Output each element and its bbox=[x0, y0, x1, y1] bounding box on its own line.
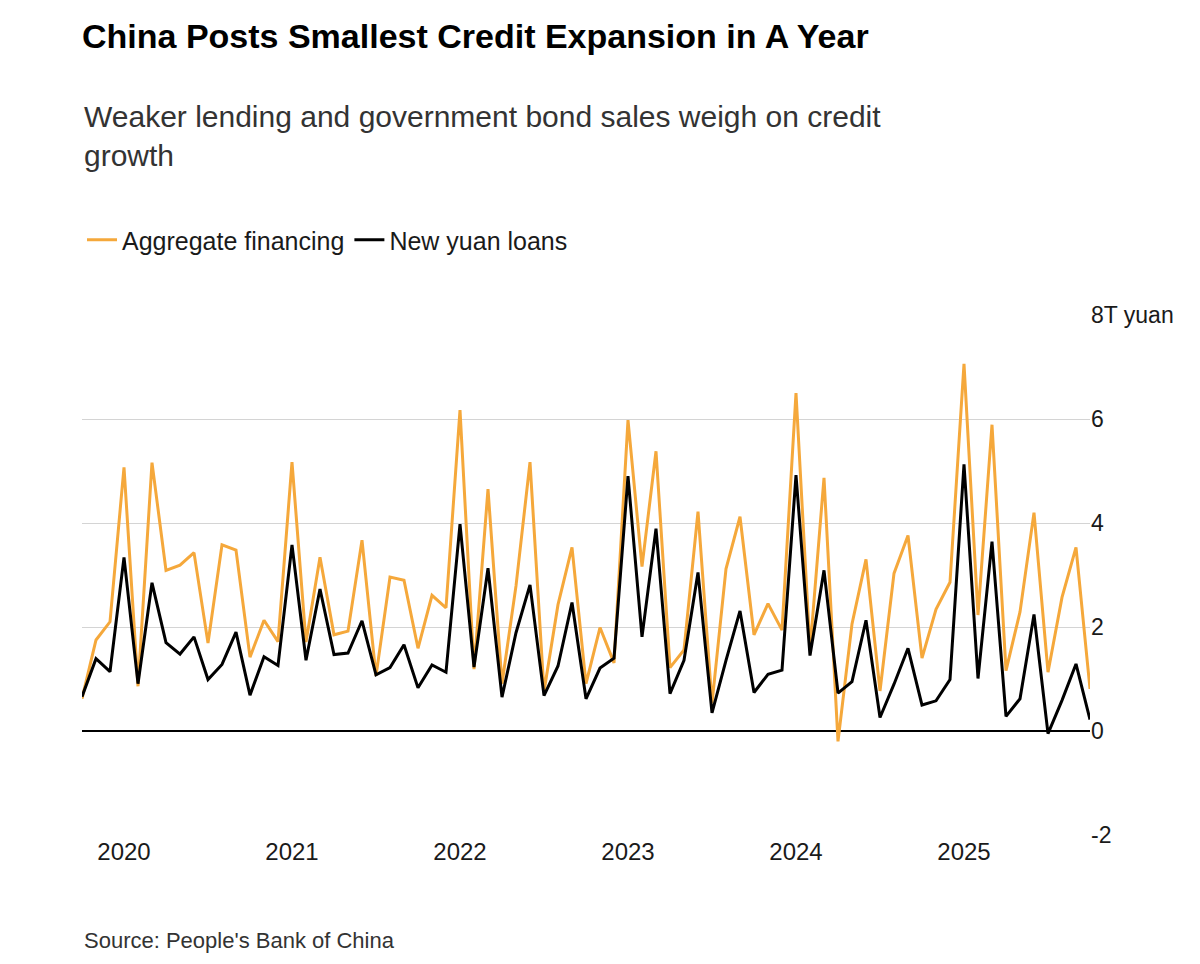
svg-text:New yuan loans: New yuan loans bbox=[389, 227, 567, 255]
svg-text:2024: 2024 bbox=[769, 838, 822, 865]
svg-text:-2: -2 bbox=[1091, 822, 1111, 848]
svg-text:Source: People's Bank of China: Source: People's Bank of China bbox=[84, 928, 395, 953]
svg-text:2: 2 bbox=[1091, 614, 1104, 640]
svg-text:China Posts Smallest Credit Ex: China Posts Smallest Credit Expansion in… bbox=[82, 17, 869, 55]
svg-text:2022: 2022 bbox=[433, 838, 486, 865]
svg-text:Weaker lending and government: Weaker lending and government bond sales… bbox=[84, 100, 881, 172]
svg-text:2021: 2021 bbox=[265, 838, 318, 865]
svg-text:6: 6 bbox=[1091, 406, 1104, 432]
svg-text:2023: 2023 bbox=[601, 838, 654, 865]
svg-text:8T yuan: 8T yuan bbox=[1091, 302, 1174, 328]
svg-text:Aggregate financing: Aggregate financing bbox=[122, 227, 344, 255]
svg-text:0: 0 bbox=[1091, 718, 1104, 744]
svg-text:4: 4 bbox=[1091, 510, 1104, 536]
svg-text:2020: 2020 bbox=[97, 838, 150, 865]
svg-text:2025: 2025 bbox=[937, 838, 990, 865]
